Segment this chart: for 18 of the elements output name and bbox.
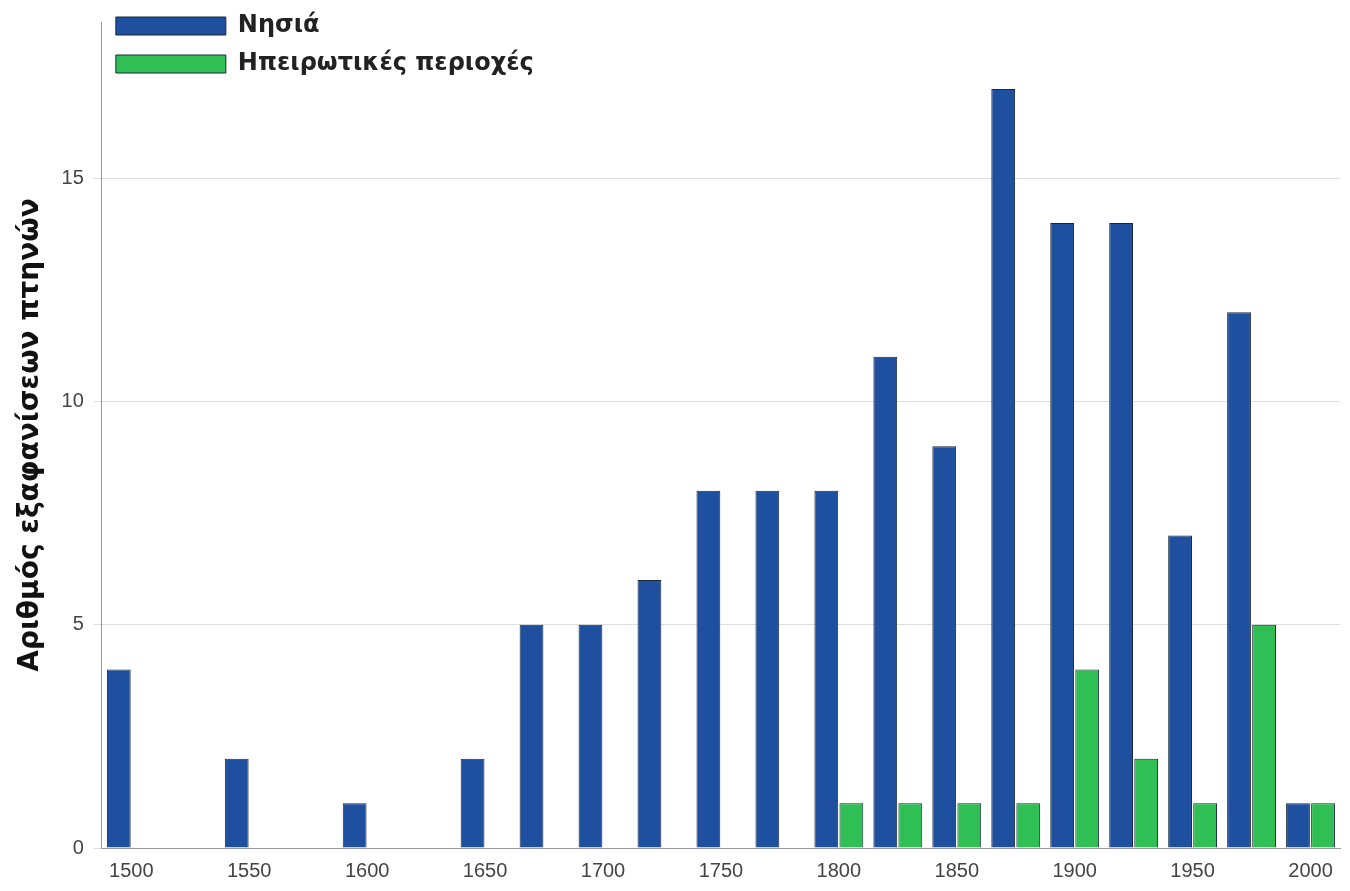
y-axis-title: Αριθμός εξαφανίσεων πτηνών [12, 198, 46, 672]
x-tick-label: 1750 [698, 858, 744, 881]
x-tick-label: 2000 [1288, 858, 1333, 881]
legend-label: Νησιά [237, 10, 320, 39]
x-tick-label: 1850 [934, 858, 980, 881]
y-tick-label: 10 [61, 389, 84, 412]
y-tick-label: 15 [61, 165, 84, 188]
y-tick-label: 0 [72, 835, 84, 858]
x-tick-label: 1900 [1052, 858, 1097, 881]
y-tick-label: 5 [72, 612, 84, 635]
x-tick-label: 1600 [344, 858, 390, 881]
x-tick-label: 1950 [1170, 858, 1215, 881]
x-tick-label: 1650 [462, 858, 508, 881]
x-tick-label: 1500 [109, 858, 154, 881]
x-tick-label: 1800 [816, 858, 862, 881]
x-tick-label: 1550 [227, 858, 272, 881]
x-tick-label: 1700 [580, 858, 626, 881]
legend-label: Ηπειρωτικές περιοχές [237, 48, 534, 77]
